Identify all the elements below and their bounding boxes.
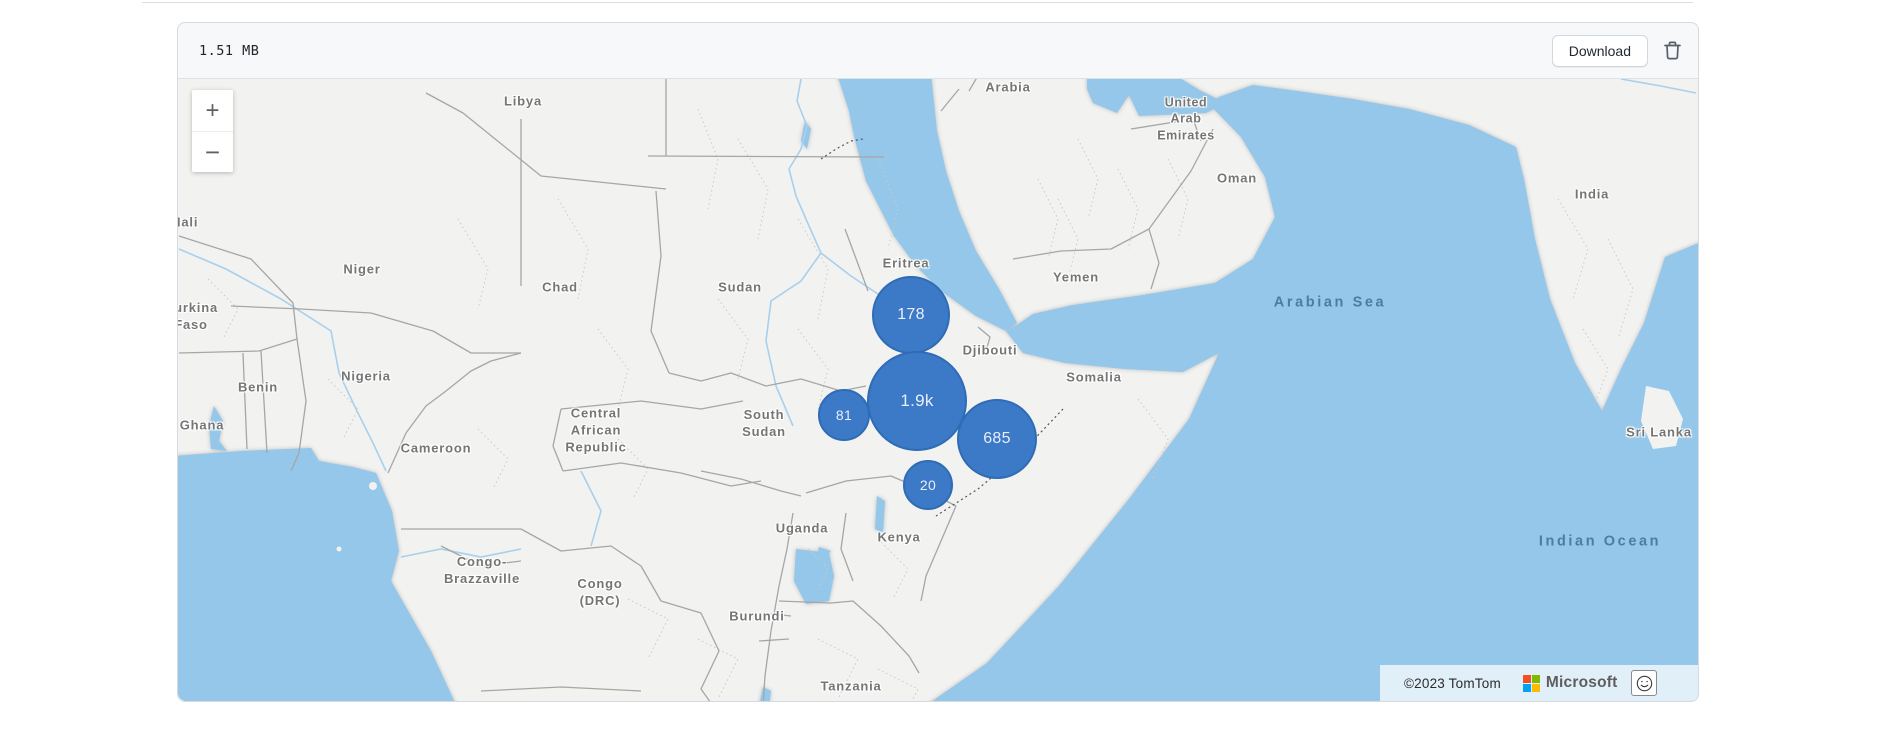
smiley-icon — [1636, 675, 1653, 691]
file-size-label: 1.51 MB — [199, 42, 260, 59]
map-bubble-cluster-1.9k[interactable]: 1.9k — [867, 351, 967, 451]
top-divider — [142, 2, 1693, 3]
map-bubble-cluster-81[interactable]: 81 — [818, 389, 870, 441]
microsoft-wordmark: Microsoft — [1545, 674, 1618, 691]
map-attribution: ©2023 TomTom Microsoft — [1380, 665, 1698, 701]
map-bubble-cluster-685[interactable]: 685 — [957, 399, 1037, 479]
microsoft-logo: Microsoft — [1522, 674, 1618, 692]
delete-button[interactable] — [1663, 40, 1682, 61]
map-bubble-cluster-20[interactable]: 20 — [903, 460, 953, 510]
zoom-in-button[interactable]: + — [192, 90, 233, 131]
map-zoom-control: + − — [192, 90, 233, 172]
map-bubble-cluster-178[interactable]: 178 — [872, 276, 950, 354]
map-geography — [178, 79, 1698, 701]
microsoft-squares-icon — [1522, 674, 1540, 692]
feedback-button[interactable] — [1631, 670, 1658, 696]
card-header: 1.51 MB Download — [178, 23, 1698, 79]
copyright-text: ©2023 TomTom — [1404, 675, 1501, 691]
zoom-out-button[interactable]: − — [192, 131, 233, 172]
attachment-card: 1.51 MB Download — [177, 22, 1699, 702]
map[interactable]: MaliNigerBurkina FasoGhanaBeninNigeriaLi… — [178, 79, 1698, 701]
trash-icon — [1664, 41, 1681, 60]
download-button[interactable]: Download — [1551, 34, 1648, 67]
